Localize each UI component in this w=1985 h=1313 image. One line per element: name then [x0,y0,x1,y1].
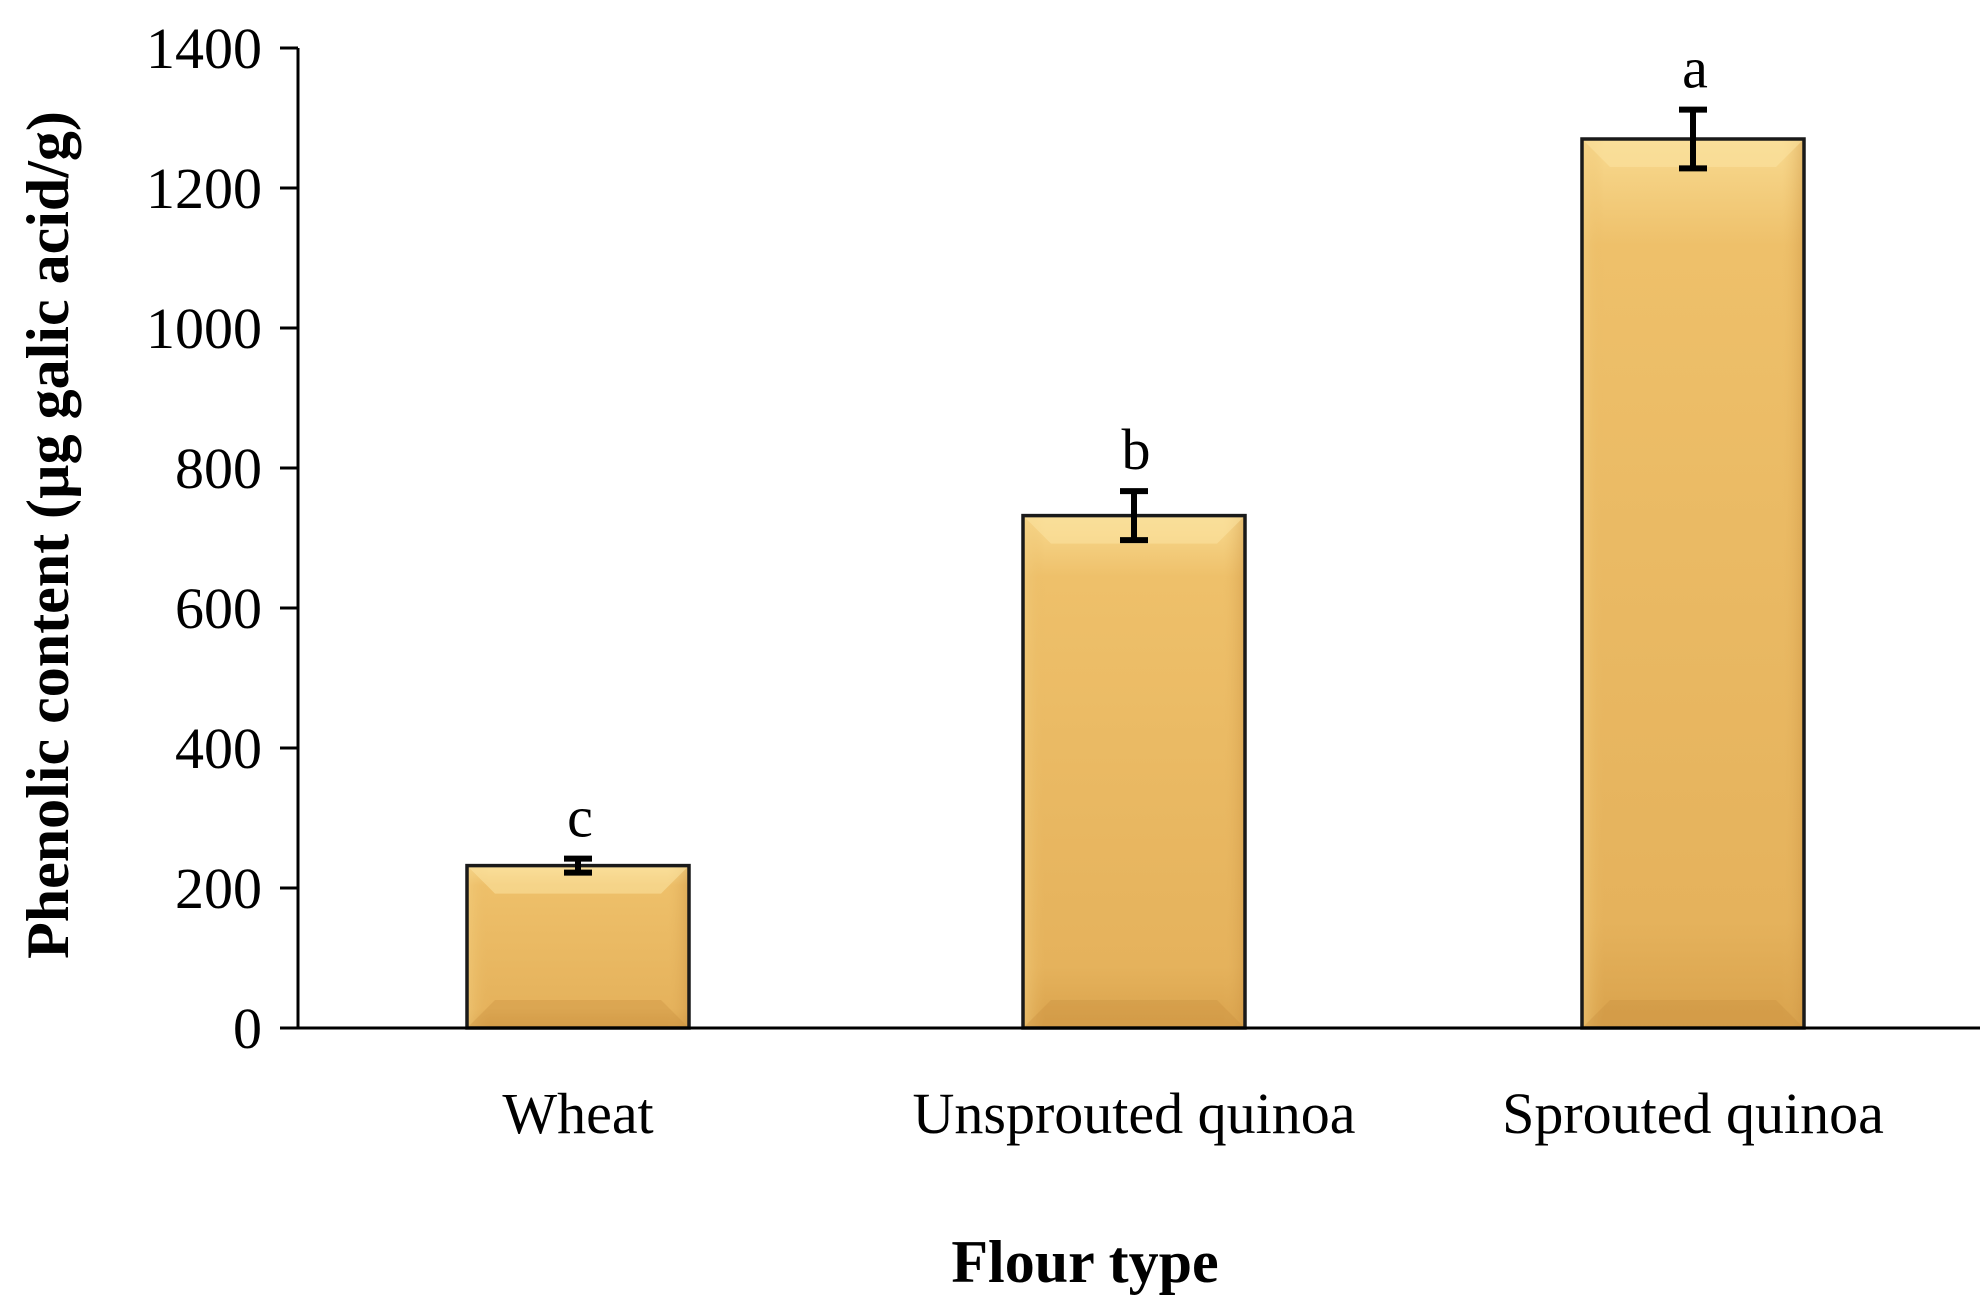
x-axis-title: Flour type [951,1229,1218,1295]
bar-sprouted-quinoa [1580,137,1806,1030]
bar-bevel-top [467,865,689,894]
significance-labels-layer: c b a [567,36,1708,850]
x-category-label: Unsprouted quinoa [913,1081,1356,1146]
significance-label: a [1682,36,1708,101]
x-category-labels-layer: Wheat Unsprouted quinoa Sprouted quinoa [502,1081,1884,1146]
y-ticks-layer: 0 200 400 600 800 1000 1200 1400 [146,16,298,1061]
y-tick-label: 1200 [146,156,262,221]
axes [280,48,1980,1030]
y-tick-label: 600 [175,576,262,641]
y-tick-label: 800 [175,436,262,501]
y-axis-title: Phenolic content (µg galic acid/g) [15,111,81,959]
error-bar [1679,106,1707,172]
bar-shading [1582,139,1804,1028]
y-tick-label: 1000 [146,296,262,361]
significance-label: b [1122,417,1151,482]
bar-bevel-bottom [1582,1000,1804,1028]
bar-bevel-bottom [467,1000,689,1028]
bar-unsprouted-quinoa [1021,513,1247,1030]
bar-bevel-bottom [1023,1000,1245,1028]
y-tick-label: 0 [233,996,262,1061]
bars-layer [465,137,1806,1030]
y-tick-label: 200 [175,856,262,921]
error-bars-layer [564,106,1707,876]
bar-wheat [465,863,691,1030]
error-bar [564,855,592,876]
bar-shading [1023,515,1245,1028]
y-tick-label: 400 [175,716,262,781]
y-tick-label: 1400 [146,16,262,81]
x-category-label: Sprouted quinoa [1502,1081,1884,1146]
significance-label: c [567,785,593,850]
x-category-label: Wheat [502,1081,653,1146]
error-bar [1120,488,1148,544]
